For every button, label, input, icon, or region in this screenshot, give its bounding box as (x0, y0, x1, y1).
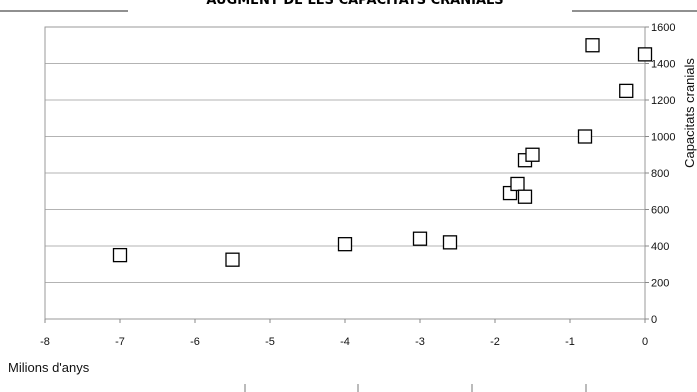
x-axis: -8 -7 -6 -5 -4 -3 -2 -1 0 (40, 319, 648, 348)
y-axis-label: Capacitats cranials (682, 58, 697, 168)
data-point-9 (525, 147, 540, 162)
data-point-13 (637, 47, 653, 62)
data-point-2 (337, 237, 353, 252)
bottom-decor (244, 384, 587, 392)
data-points (112, 38, 653, 267)
grid (45, 26, 645, 320)
data-point-4 (442, 235, 458, 250)
x-tick-label-5: -3 (415, 336, 425, 348)
y-tick-label-4: 800 (651, 168, 669, 180)
x-tick-label-3: -5 (265, 336, 275, 348)
x-tick-label-7: -1 (565, 336, 575, 348)
x-tick-label-2: -6 (190, 336, 200, 348)
data-point-1 (225, 252, 240, 267)
x-tick-label-1: -7 (115, 336, 125, 348)
data-point-6 (510, 176, 525, 192)
x-tick-label-0: -8 (40, 336, 50, 348)
y-tick-label-8: 1600 (651, 22, 675, 34)
data-point-10 (577, 129, 593, 144)
y-tick-label-5: 1000 (651, 132, 675, 144)
y-tick-label-2: 400 (651, 241, 669, 253)
data-point-3 (412, 231, 428, 246)
y-tick-label-1: 200 (651, 278, 669, 290)
x-tick-label-8: 0 (642, 336, 648, 348)
x-tick-label-6: -2 (490, 336, 500, 348)
chart-title: AUGMENT DE LES CAPACITATS CRANIALS (206, 0, 503, 8)
data-point-0 (112, 247, 128, 263)
y-axis: 0 200 400 600 800 1000 1200 1400 1600 (645, 22, 675, 326)
data-point-7 (517, 189, 533, 204)
x-tick-label-4: -4 (340, 336, 350, 348)
x-axis-label: Milions d'anys (8, 360, 90, 375)
y-tick-label-0: 0 (651, 314, 657, 326)
y-tick-label-6: 1200 (651, 95, 675, 107)
y-tick-label-3: 600 (651, 205, 669, 217)
data-point-12 (619, 83, 634, 99)
y-tick-label-7: 1400 (651, 59, 675, 71)
data-point-11 (585, 38, 600, 53)
